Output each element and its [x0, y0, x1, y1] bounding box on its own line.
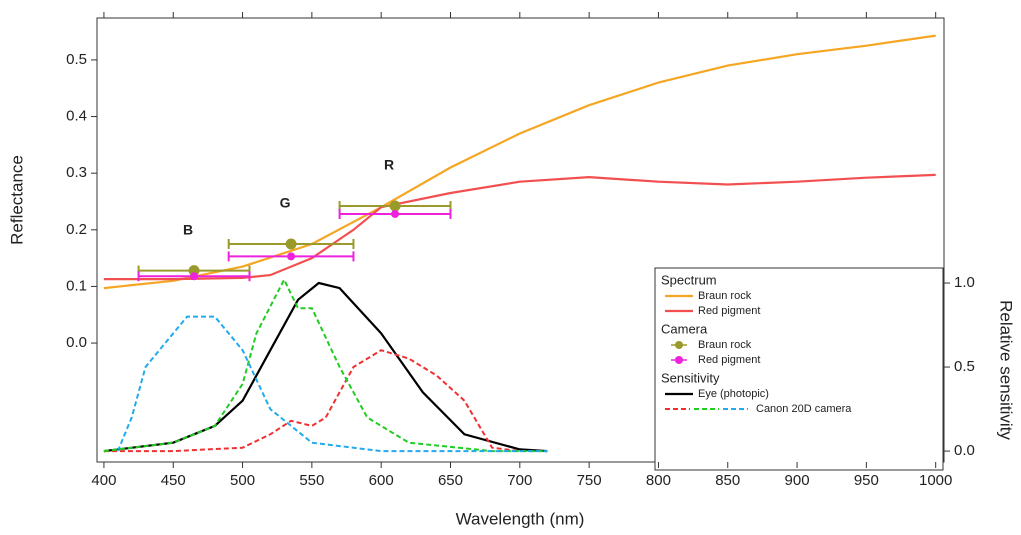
x-tick-label: 750 [577, 472, 602, 489]
x-tick-label: 850 [715, 472, 740, 489]
series-line [103, 173, 936, 281]
legend-label: Red pigment [698, 305, 760, 317]
x-tick-label: 600 [369, 472, 394, 489]
series-line [103, 34, 936, 290]
legend-marker [675, 356, 683, 364]
y-tick-label: 0.0 [66, 334, 87, 351]
camera-point [391, 209, 400, 218]
y-tick-label: 0.2 [66, 221, 87, 238]
x-tick-label: 550 [299, 472, 324, 489]
legend-group: Spectrum [661, 272, 717, 287]
camera-point [287, 252, 296, 261]
legend-group: Camera [661, 321, 708, 336]
legend-label: Braun rock [698, 339, 752, 351]
x-tick-label: 700 [507, 472, 532, 489]
camera-point [190, 272, 199, 281]
y2-axis-title: Relative sensitivity [997, 300, 1016, 440]
plot-frame [96, 17, 945, 463]
legend-group: Sensitivity [661, 370, 720, 385]
y-tick-label: 0.1 [66, 277, 87, 294]
channel-line [103, 349, 520, 453]
legend-label: Canon 20D camera [756, 403, 852, 415]
x-tick-label: 800 [646, 472, 671, 489]
x-tick-label: 650 [438, 472, 463, 489]
x-tick-label: 1000 [919, 472, 952, 489]
x-tick-label: 950 [854, 472, 879, 489]
annotation: R [384, 157, 394, 173]
x-tick-label: 450 [161, 472, 186, 489]
y2-tick-label: 0.0 [954, 442, 975, 459]
x-tick-label: 900 [785, 472, 810, 489]
y-tick-label: 0.5 [66, 51, 87, 68]
legend-label: Red pigment [698, 354, 760, 366]
y-axis-title: Reflectance [7, 155, 26, 245]
x-tick-label: 500 [230, 472, 255, 489]
channel-line [103, 277, 548, 453]
x-axis-title: Wavelength (nm) [456, 509, 585, 528]
camera-point [285, 238, 297, 250]
y2-tick-label: 0.5 [954, 358, 975, 375]
annotation: G [280, 195, 291, 211]
x-tick-label: 400 [91, 472, 116, 489]
y-tick-label: 0.4 [66, 108, 87, 125]
camera-point [188, 265, 200, 277]
y2-tick-label: 1.0 [954, 274, 975, 291]
camera-point [389, 200, 401, 212]
legend-marker [675, 341, 683, 349]
legend-label: Braun rock [698, 290, 752, 302]
annotation: B [183, 221, 193, 237]
legend-label: Eye (photopic) [698, 388, 769, 400]
legend-box [654, 267, 944, 471]
y-tick-label: 0.3 [66, 164, 87, 181]
series-line [103, 281, 548, 453]
